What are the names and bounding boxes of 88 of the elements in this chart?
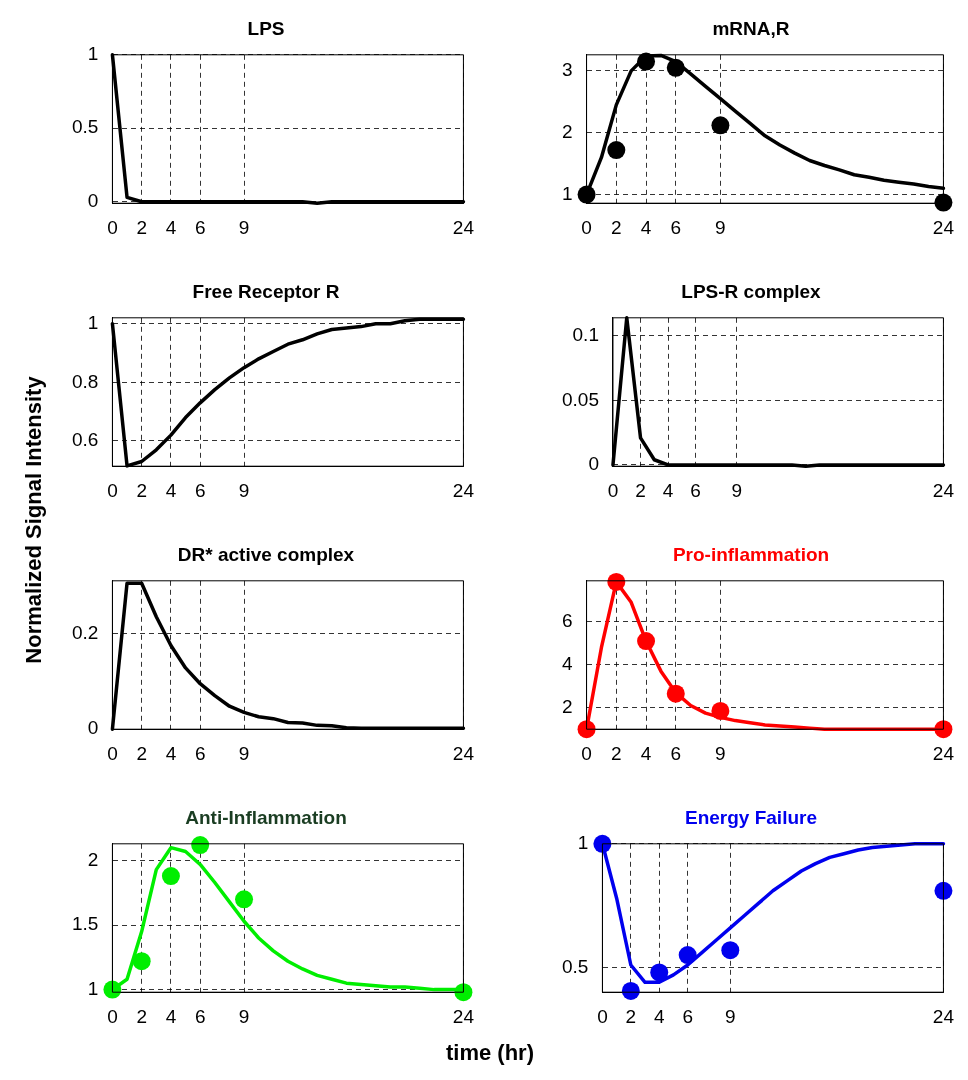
y-tick-label: 1 [561, 182, 573, 204]
x-tick-label: 4 [662, 479, 674, 501]
x-tick-label: 6 [690, 479, 701, 501]
x-tick-label: 2 [136, 479, 147, 501]
chart-title: Free Receptor R [192, 280, 340, 302]
x-tick-label: 2 [611, 742, 622, 764]
chart-title: LPS [247, 17, 285, 39]
y-tick-label: 0.5 [71, 116, 99, 138]
chart-title: Energy Failure [685, 806, 817, 828]
x-tick-label: 4 [165, 216, 177, 238]
y-tick-label: 0 [87, 189, 99, 211]
point [934, 881, 953, 900]
y-tick-label: 0 [588, 453, 599, 475]
x-tick-label: 0 [107, 1005, 118, 1027]
x-tick-label: 24 [932, 479, 955, 501]
point [711, 116, 730, 135]
point [934, 193, 953, 212]
y-tick-label: 0.05 [562, 388, 599, 410]
x-tick-label: 24 [932, 742, 955, 764]
x-tick-label: 2 [136, 742, 147, 764]
point [650, 963, 669, 982]
y-tick-label: 2 [561, 695, 573, 717]
y-tick-label: 1 [577, 832, 589, 854]
y-tick-label: 0.1 [572, 324, 599, 346]
y-tick-label: 0 [87, 717, 99, 739]
x-tick-label: 2 [625, 1005, 637, 1027]
y-tick-label: 0.5 [561, 955, 589, 977]
point [161, 867, 180, 886]
y-tick-label: 2 [87, 848, 99, 870]
x-tick-label: 9 [238, 216, 250, 238]
x-tick-label: 2 [136, 216, 147, 238]
x-tick-label: 4 [640, 742, 652, 764]
x-tick-label: 9 [238, 742, 250, 764]
y-tick-label: 1 [87, 311, 99, 333]
x-tick-label: 0 [107, 216, 118, 238]
y-axis-title: Normalized Signal Intensity [21, 376, 47, 664]
x-tick-label: 24 [932, 1005, 955, 1027]
x-tick-label: 6 [682, 1005, 693, 1027]
x-tick-label: 4 [165, 1005, 177, 1027]
chart-title: LPS-R complex [681, 280, 822, 302]
y-tick-label: 6 [561, 609, 573, 631]
y-tick-label: 1 [87, 43, 99, 65]
x-tick-label: 6 [194, 479, 206, 501]
x-tick-label: 4 [653, 1005, 665, 1027]
y-tick-label: 3 [561, 59, 573, 81]
y-tick-label: 0.8 [71, 370, 99, 392]
x-tick-label: 2 [611, 216, 622, 238]
point [235, 890, 254, 909]
x-tick-label: 6 [670, 742, 682, 764]
point [191, 836, 210, 855]
y-tick-label: 4 [561, 652, 573, 674]
x-tick-label: 6 [670, 216, 682, 238]
x-tick-label: 9 [715, 216, 726, 238]
x-tick-label: 0 [107, 742, 118, 764]
chart-title: DR* active complex [177, 543, 355, 565]
point [132, 952, 151, 971]
x-tick-label: 9 [715, 742, 726, 764]
y-tick-label: 0.6 [71, 429, 99, 451]
chart-title: mRNA,R [712, 17, 790, 39]
x-tick-label: 24 [452, 742, 475, 764]
x-tick-label: 9 [238, 479, 250, 501]
point [721, 941, 740, 960]
x-tick-label: 2 [635, 479, 646, 501]
y-tick-label: 0.2 [71, 621, 99, 643]
x-tick-label: 24 [452, 216, 475, 238]
x-tick-label: 0 [107, 479, 118, 501]
chart-title: Pro-inflammation [672, 543, 830, 565]
chart-title: Anti-Inflammation [185, 806, 347, 828]
x-tick-label: 4 [165, 742, 177, 764]
point [607, 141, 626, 160]
x-tick-label: 4 [165, 479, 177, 501]
y-tick-label: 2 [561, 120, 573, 142]
y-tick-label: 1 [87, 977, 99, 999]
y-tick-label: 1.5 [71, 913, 99, 935]
x-tick-label: 2 [136, 1005, 147, 1027]
x-tick-label: 24 [932, 216, 955, 238]
x-tick-label: 9 [238, 1005, 250, 1027]
x-tick-label: 6 [194, 216, 206, 238]
x-axis-title: time (hr) [446, 1040, 534, 1066]
x-tick-label: 9 [731, 479, 743, 501]
x-tick-label: 6 [194, 1005, 206, 1027]
x-tick-label: 4 [640, 216, 652, 238]
point [621, 981, 640, 1000]
x-tick-label: 24 [452, 1005, 475, 1027]
x-tick-label: 24 [452, 479, 475, 501]
x-tick-label: 6 [194, 742, 206, 764]
x-tick-label: 0 [607, 479, 619, 501]
x-tick-label: 9 [725, 1005, 736, 1027]
